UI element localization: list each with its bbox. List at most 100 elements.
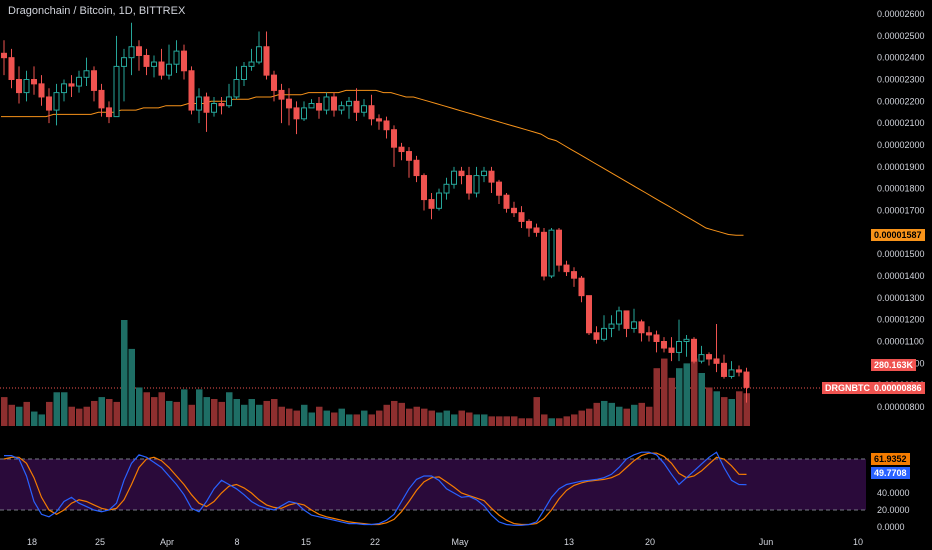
candle: [383, 116, 390, 139]
volume-bar: [593, 402, 600, 426]
volume-bar: [736, 391, 743, 426]
volume-bar: [676, 368, 683, 426]
volume-bar: [83, 406, 90, 426]
candle: [631, 308, 637, 333]
volume-bar: [616, 406, 623, 426]
candle: [98, 83, 105, 117]
volume-bar: [158, 392, 165, 426]
symbol-tag[interactable]: DRGNBTC: [822, 382, 873, 394]
volume-bar: [511, 416, 518, 426]
candle: [496, 179, 502, 204]
volume-bar: [481, 414, 488, 426]
volume-bar: [286, 408, 293, 426]
volume-bar: [601, 400, 608, 426]
volume-bar: [61, 392, 68, 426]
volume-bar: [68, 406, 75, 426]
volume-bar: [646, 406, 653, 426]
candle: [728, 361, 735, 379]
volume-bar: [638, 402, 645, 426]
time-tick-label: 13: [564, 537, 574, 547]
price-tick-label: 0.00001200: [877, 315, 925, 325]
candle: [278, 83, 285, 124]
volume-bar: [113, 401, 120, 426]
volume-bar: [346, 414, 353, 426]
volume-bar: [248, 399, 255, 426]
volume-bar: [451, 414, 458, 426]
volume-bar: [226, 392, 233, 426]
volume-bar: [256, 404, 263, 426]
candle: [173, 40, 180, 73]
time-tick-label: Jun: [759, 537, 774, 547]
candle: [226, 83, 232, 108]
volume-bar: [218, 401, 225, 426]
candle: [571, 267, 577, 287]
candle: [158, 48, 165, 80]
stoch-d-tag: 61.9352: [871, 453, 910, 465]
time-tick-label: 15: [301, 537, 311, 547]
candle: [473, 166, 480, 198]
volume-bar: [661, 358, 668, 426]
candle: [541, 227, 547, 281]
volume-tag: 280.163K: [871, 359, 917, 371]
candle: [488, 166, 495, 194]
candle: [166, 44, 172, 80]
volume-bar: [308, 412, 315, 426]
volume-bar: [166, 400, 173, 426]
price-tick-label: 0.00002500: [877, 31, 925, 41]
volume-bar: [143, 392, 150, 426]
candle: [91, 66, 97, 102]
candle: [743, 367, 750, 403]
candle: [46, 88, 52, 124]
volume-bar: [31, 411, 38, 426]
volume-bar: [128, 348, 135, 426]
candle: [16, 66, 22, 104]
candle: [76, 70, 82, 93]
volume-bar: [368, 414, 375, 426]
candle: [61, 79, 67, 102]
candle: [338, 101, 345, 115]
price-tick-label: 0.00002400: [877, 53, 925, 63]
stoch-tick-label: 20.0000: [877, 505, 910, 515]
candle: [451, 166, 457, 189]
candle: [511, 201, 517, 218]
time-axis[interactable]: 18 25 Apr 8 15 22 May 13 20 Jun 10: [27, 537, 863, 547]
candle: [668, 337, 675, 362]
candle: [608, 315, 615, 338]
volume-bar: [106, 399, 113, 426]
volume-bar: [436, 412, 443, 426]
volume-bar: [301, 404, 308, 426]
volume-bar: [398, 402, 405, 426]
volume-bar: [533, 397, 540, 426]
candle: [406, 147, 412, 178]
volume-bar: [121, 320, 128, 426]
volume-bar: [23, 401, 30, 426]
candle: [563, 260, 570, 276]
volume-bar: [728, 399, 735, 426]
candle: [578, 276, 585, 303]
ma-price-tag: 0.00001587: [871, 229, 925, 241]
volume-bar: [443, 410, 450, 426]
last-price-tag: 0.00000886: [871, 382, 925, 394]
stoch-k-line: [4, 451, 747, 526]
volume-bar: [496, 416, 503, 426]
candle: [413, 155, 420, 183]
candle: [638, 319, 645, 342]
volume-bar: [518, 418, 525, 426]
candle: [533, 223, 540, 237]
candle: [443, 177, 450, 200]
volume-bar: [91, 400, 98, 426]
price-axis[interactable]: 0.000008000.000009000.000010000.00001100…: [877, 9, 925, 412]
candle: [233, 66, 240, 100]
volume-bar: [76, 408, 83, 426]
time-tick-label: 25: [95, 537, 105, 547]
candle: [1, 40, 7, 76]
volume-bar: [16, 406, 23, 426]
candle: [286, 88, 292, 126]
volume-bar: [391, 400, 398, 426]
volume-bar: [578, 410, 585, 426]
volume-bar: [8, 404, 15, 426]
volume-bar: [46, 401, 53, 426]
candle: [188, 66, 195, 115]
candle: [398, 142, 405, 161]
